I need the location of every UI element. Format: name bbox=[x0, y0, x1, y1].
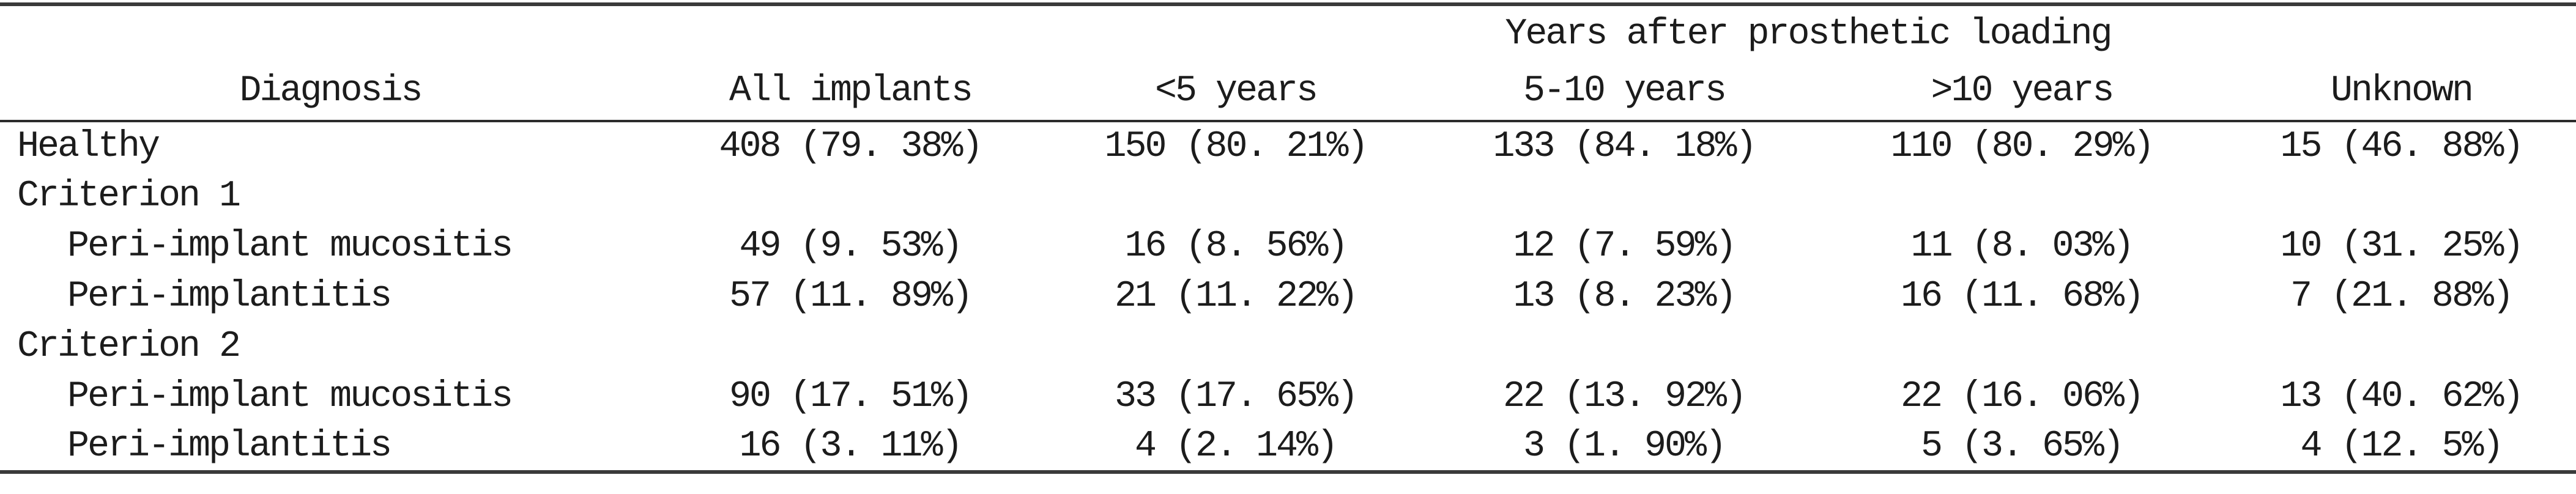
cell-value: 90 (17. 51%) bbox=[729, 376, 973, 418]
column-header-5-10-years: 5-10 years bbox=[1431, 62, 1817, 122]
cell-value bbox=[1040, 322, 1431, 372]
cell-value: 5 (3. 65%) bbox=[1920, 425, 2125, 467]
span-header-spacer bbox=[0, 4, 1040, 62]
cell-value: 4 (12. 5%) bbox=[2300, 425, 2504, 467]
row-label: Healthy bbox=[17, 126, 160, 168]
cell-value bbox=[1817, 171, 2227, 221]
column-header-gt10-years: >10 years bbox=[1817, 62, 2227, 122]
cell-value: 22 (16. 06%) bbox=[1900, 376, 2145, 418]
cell-value: 150 (80. 21%) bbox=[1104, 126, 1368, 168]
table-row: Peri-implantitis 16 (3. 11%) 4 (2. 14%) 3 (… bbox=[0, 422, 2576, 472]
table-row: Peri-implantitis 57 (11. 89%) 21 (11. 22%)… bbox=[0, 271, 2576, 322]
table-row: Peri-implant mucositis 90 (17. 51%) 33 (17… bbox=[0, 372, 2576, 422]
cell-value: 3 (1. 90%) bbox=[1523, 425, 1727, 467]
cell-value bbox=[1040, 171, 1431, 221]
cell-value: 16 (3. 11%) bbox=[739, 425, 963, 467]
column-header-row: Diagnosis All implants <5 years 5-10 yea… bbox=[0, 62, 2576, 122]
table-header: Years after prosthetic loading Diagnosis… bbox=[0, 4, 2576, 122]
table-body: Healthy 408 (79. 38%) 150 (80. 21%) 133 (84… bbox=[0, 121, 2576, 472]
column-header-lt5-years: <5 years bbox=[1040, 62, 1431, 122]
prosthetic-loading-table-container: Years after prosthetic loading Diagnosis… bbox=[0, 2, 2576, 474]
table-row: Peri-implant mucositis 49 (9. 53%) 16 (8. … bbox=[0, 221, 2576, 271]
table-row: Criterion 2 bbox=[0, 322, 2576, 372]
cell-value: 15 (46. 88%) bbox=[2280, 126, 2524, 168]
cell-value: 57 (11. 89%) bbox=[729, 276, 973, 317]
cell-value bbox=[661, 171, 1040, 221]
row-label: Peri-implant mucositis bbox=[67, 226, 513, 267]
cell-value: 11 (8. 03%) bbox=[1910, 226, 2134, 267]
column-header-unknown: Unknown bbox=[2227, 62, 2576, 122]
row-label: Criterion 1 bbox=[17, 175, 241, 217]
cell-value: 7 (21. 88%) bbox=[2290, 276, 2514, 317]
cell-value bbox=[1817, 322, 2227, 372]
cell-value: 33 (17. 65%) bbox=[1114, 376, 1359, 418]
cell-value bbox=[1431, 322, 1817, 372]
cell-value: 4 (2. 14%) bbox=[1134, 425, 1338, 467]
column-header-diagnosis: Diagnosis bbox=[0, 62, 661, 122]
prosthetic-loading-table: Years after prosthetic loading Diagnosis… bbox=[0, 2, 2576, 474]
cell-value bbox=[2227, 322, 2576, 372]
span-header-years-after-loading: Years after prosthetic loading bbox=[1505, 13, 2112, 55]
column-header-all-implants: All implants bbox=[661, 62, 1040, 122]
cell-value: 10 (31. 25%) bbox=[2280, 226, 2524, 267]
cell-value: 16 (11. 68%) bbox=[1900, 276, 2145, 317]
cell-value: 12 (7. 59%) bbox=[1513, 226, 1737, 267]
row-label: Peri-implantitis bbox=[67, 425, 392, 467]
cell-value: 21 (11. 22%) bbox=[1114, 276, 1359, 317]
row-label: Peri-implant mucositis bbox=[67, 376, 513, 418]
cell-value: 16 (8. 56%) bbox=[1124, 226, 1348, 267]
cell-value: 133 (84. 18%) bbox=[1493, 126, 1757, 168]
row-label: Peri-implantitis bbox=[67, 276, 392, 317]
table-row: Healthy 408 (79. 38%) 150 (80. 21%) 133 (84… bbox=[0, 121, 2576, 171]
cell-value bbox=[1431, 171, 1817, 221]
cell-value: 13 (40. 62%) bbox=[2280, 376, 2524, 418]
span-header-row: Years after prosthetic loading bbox=[0, 4, 2576, 62]
cell-value: 49 (9. 53%) bbox=[739, 226, 963, 267]
table-row: Criterion 1 bbox=[0, 171, 2576, 221]
cell-value: 13 (8. 23%) bbox=[1513, 276, 1737, 317]
cell-value bbox=[2227, 171, 2576, 221]
cell-value: 110 (80. 29%) bbox=[1890, 126, 2155, 168]
cell-value: 22 (13. 92%) bbox=[1502, 376, 1747, 418]
cell-value bbox=[661, 322, 1040, 372]
cell-value: 408 (79. 38%) bbox=[719, 126, 983, 168]
row-label: Criterion 2 bbox=[17, 326, 241, 367]
